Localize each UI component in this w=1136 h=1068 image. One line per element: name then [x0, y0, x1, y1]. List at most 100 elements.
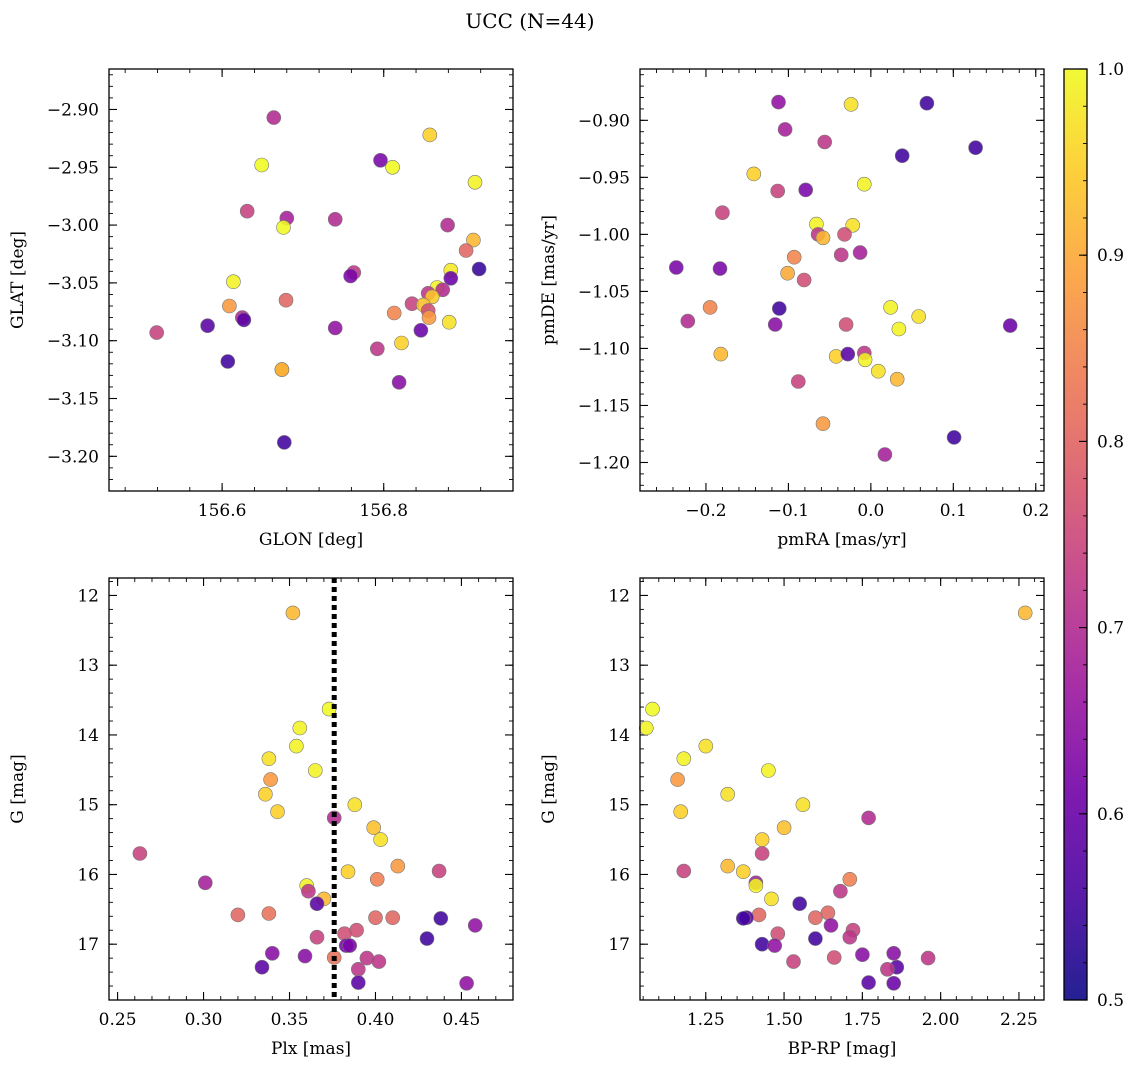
- scatter-point: [857, 352, 873, 368]
- scatter-point: [254, 959, 270, 975]
- scatter-point: [391, 374, 407, 390]
- y-tick-label: 17: [77, 935, 99, 955]
- scatter-point: [715, 205, 730, 220]
- y-tick-label: 15: [77, 796, 99, 816]
- scatter-point: [889, 371, 905, 387]
- scatter-point: [422, 127, 438, 143]
- y-tick-label: −2.95: [47, 158, 99, 178]
- x-tick-label: 0.35: [271, 1010, 309, 1030]
- scatter-point: [861, 975, 876, 990]
- y-tick-label: −3.10: [47, 332, 99, 352]
- points: [149, 110, 487, 450]
- colorbar-tick-label: 0.7: [1097, 619, 1124, 639]
- scatter-point: [746, 166, 762, 182]
- scatter-point: [968, 140, 983, 155]
- y-tick-label: −3.05: [47, 274, 99, 294]
- scatter-point: [668, 260, 684, 275]
- axes-frame: [639, 68, 1045, 492]
- scatter-point: [327, 320, 343, 336]
- y-tick-label: 16: [77, 865, 99, 885]
- scatter-point: [443, 270, 459, 286]
- scatter-point: [713, 346, 729, 362]
- scatter-point: [840, 346, 856, 362]
- y-tick-label: 15: [608, 796, 630, 816]
- scatter-point: [771, 301, 787, 316]
- colorbar: 0.5 0.6 0.7 0.8 0.9 1.0: [1063, 60, 1124, 1011]
- points: [132, 605, 483, 991]
- scatter-point: [459, 975, 474, 991]
- scatter-point: [327, 212, 343, 227]
- y-tick-label: −0.90: [578, 111, 630, 131]
- scatter-point: [394, 335, 409, 351]
- x-tick-label: 2.25: [1000, 1010, 1038, 1030]
- y-tick-label: −3.00: [47, 216, 99, 236]
- scatter-point: [1017, 605, 1033, 621]
- scatter-point: [386, 305, 402, 321]
- scatter-point: [852, 245, 868, 260]
- scatter-point: [856, 176, 872, 192]
- scatter-point: [911, 309, 927, 324]
- scatter-point: [349, 922, 364, 938]
- scatter-point: [347, 797, 363, 813]
- colorbar-tick-label: 0.9: [1097, 246, 1124, 266]
- scatter-point: [920, 950, 936, 966]
- scatter-point: [823, 918, 839, 933]
- scatter-point: [368, 910, 383, 926]
- scatter-point: [458, 243, 474, 258]
- scatter-point: [891, 321, 907, 337]
- scatter-point: [274, 362, 290, 377]
- scatter-point: [735, 864, 751, 880]
- scatter-point: [431, 863, 447, 879]
- y-tick-label: 14: [77, 726, 99, 746]
- ticks: 0.25 0.30 0.35 0.40 0.45 12 13 14 15 16 17: [77, 578, 514, 1030]
- y-tick-label: −1.05: [578, 282, 630, 302]
- scatter-point: [200, 318, 215, 334]
- y-tick-label: 16: [608, 865, 630, 885]
- ticks: −0.2 −0.1 0.0 0.1 0.2 −0.90 −0.95 −1.00 −1.05 −1.…: [578, 69, 1049, 521]
- scatter-point: [870, 363, 886, 379]
- scatter-point: [413, 322, 429, 338]
- x-tick-label: 0.30: [185, 1010, 223, 1030]
- scatter-point: [702, 300, 718, 315]
- scatter-point: [790, 374, 806, 389]
- scatter-point: [149, 325, 164, 340]
- scatter-point: [842, 929, 858, 945]
- scatter-point: [880, 961, 895, 977]
- x-tick-label: 0.1: [940, 501, 967, 521]
- scatter-point: [230, 907, 246, 923]
- scatter-point: [309, 929, 325, 945]
- scatter-point: [471, 261, 487, 277]
- points: [638, 605, 1033, 991]
- scatter-point: [946, 430, 962, 445]
- panel-pmra-pmde: −0.2 −0.1 0.0 0.1 0.2 −0.90 −0.95 −1.00 −1.05 −1.…: [539, 68, 1049, 550]
- scatter-point: [292, 720, 308, 736]
- axes-frame: [108, 68, 514, 492]
- scatter-point: [369, 341, 385, 357]
- y-tick-label: −3.15: [47, 390, 99, 410]
- axes-frame: [639, 577, 1045, 1001]
- scatter-point: [440, 217, 455, 233]
- scatter-point: [270, 804, 285, 820]
- y-tick-label: −1.00: [578, 225, 630, 245]
- figure-title: UCC (N=44): [465, 9, 594, 33]
- x-tick-label: 0.40: [357, 1010, 395, 1030]
- y-tick-label: 12: [77, 586, 99, 606]
- scatter-point: [845, 218, 861, 233]
- scatter-point: [385, 910, 401, 926]
- y-tick-label: 13: [77, 656, 99, 676]
- y-tick-label: 14: [608, 726, 630, 746]
- scatter-point: [222, 298, 237, 314]
- scatter-point: [919, 95, 935, 111]
- scatter-point: [780, 265, 795, 281]
- x-tick-label: 1.75: [843, 1010, 881, 1030]
- scatter-point: [754, 936, 770, 952]
- scatter-point: [771, 94, 786, 110]
- scatter-point: [264, 945, 280, 961]
- y-tick-label: −1.10: [578, 339, 630, 359]
- scatter-point: [385, 160, 400, 175]
- scatter-point: [817, 134, 833, 150]
- panels: 156.6 156.8 −2.90 −2.95 −3.00 −3.05 −3.10 −3.15…: [8, 68, 1049, 1059]
- x-tick-label: 156.8: [359, 501, 408, 521]
- scatter-point: [754, 832, 770, 847]
